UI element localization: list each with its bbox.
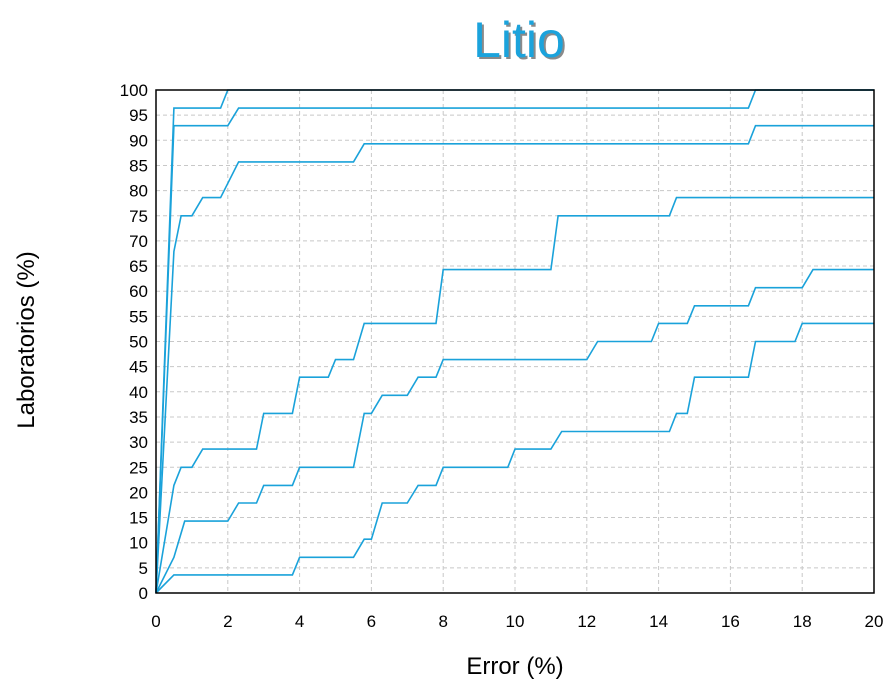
x-tick-label: 8 <box>438 612 447 631</box>
y-tick-label: 20 <box>129 483 148 502</box>
y-tick-label: 50 <box>129 333 148 352</box>
y-tick-label: 60 <box>129 282 148 301</box>
y-tick-label: 65 <box>129 257 148 276</box>
x-axis-label: Error (%) <box>466 653 563 680</box>
series-line-4 <box>155 196 874 594</box>
x-tick-label: 16 <box>721 612 740 631</box>
y-tick-label: 95 <box>129 106 148 125</box>
x-tick-label: 2 <box>223 612 232 631</box>
y-axis-label: Laboratorios (%) <box>13 251 40 428</box>
x-tick-label: 6 <box>367 612 376 631</box>
series-line-3 <box>155 124 874 594</box>
y-tick-label: 0 <box>139 584 148 603</box>
y-tick-label: 40 <box>129 383 148 402</box>
x-tick-label: 14 <box>649 612 668 631</box>
x-tick-label: 12 <box>577 612 596 631</box>
plot-area-frame <box>155 89 875 594</box>
series-line-6 <box>155 322 874 594</box>
y-tick-label: 30 <box>129 433 148 452</box>
x-tick-label: 10 <box>506 612 525 631</box>
x-tick-label: 0 <box>151 612 160 631</box>
y-tick-label: 35 <box>129 408 148 427</box>
y-tick-labels: 0 5 10 15 20 25 30 35 40 45 50 55 60 65 70 75 80 85 90 95 10… <box>120 81 148 603</box>
y-tick-label: 15 <box>129 509 148 528</box>
y-tick-label: 100 <box>120 81 148 100</box>
x-tick-label: 18 <box>793 612 812 631</box>
chart-title-shadow: Litio <box>475 14 567 70</box>
y-tick-label: 75 <box>129 207 148 226</box>
y-tick-label: 10 <box>129 534 148 553</box>
y-tick-label: 45 <box>129 358 148 377</box>
y-tick-label: 85 <box>129 156 148 175</box>
y-tick-label: 25 <box>129 458 148 477</box>
y-tick-label: 90 <box>129 131 148 150</box>
y-tick-label: 80 <box>129 182 148 201</box>
x-tick-labels: 0 2 4 6 8 10 12 14 16 18 20 <box>151 612 883 631</box>
series-line-5 <box>155 268 874 594</box>
y-tick-label: 55 <box>129 307 148 326</box>
chart-title: Litio <box>473 12 565 68</box>
x-tick-label: 20 <box>865 612 884 631</box>
y-tick-label: 5 <box>139 559 148 578</box>
y-tick-label: 70 <box>129 232 148 251</box>
x-tick-label: 4 <box>295 612 304 631</box>
grid-lines <box>156 90 874 593</box>
